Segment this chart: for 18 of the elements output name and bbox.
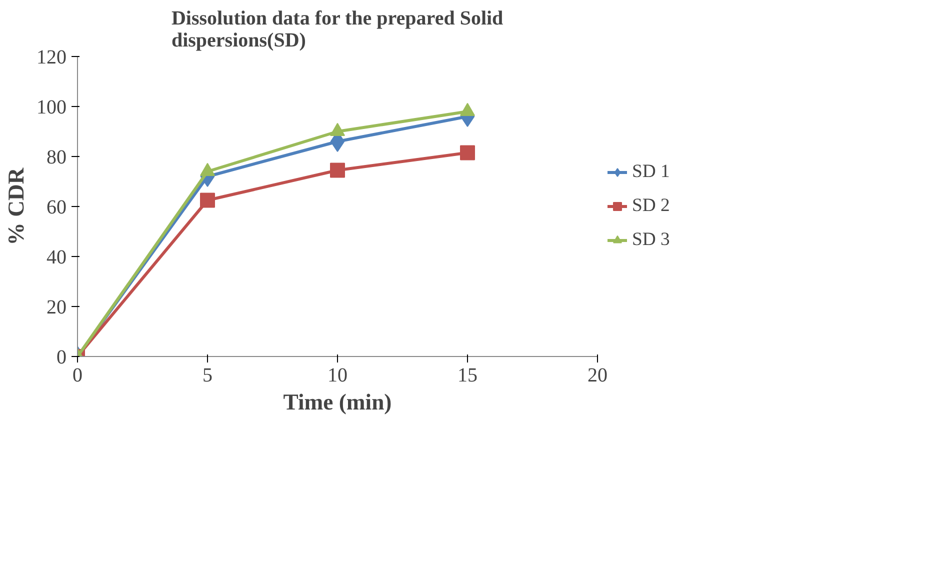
legend-label: SD 3	[632, 229, 670, 251]
y-tick-label: 60	[46, 196, 66, 218]
y-tick-label: 120	[36, 46, 66, 68]
y-tick-label: 80	[46, 146, 66, 168]
legend-label: SD 1	[632, 161, 670, 183]
y-tick-label: 0	[56, 346, 66, 368]
chart-title: Dissolution data for the prepared Solid dispersions(SD)	[171, 8, 504, 52]
legend-label: SD 2	[632, 195, 670, 217]
y-tick-label: 100	[36, 96, 66, 118]
x-tick-label: 15	[458, 364, 478, 386]
x-tick-label: 5	[202, 364, 212, 386]
x-tick-label: 20	[588, 364, 608, 386]
y-tick-label: 40	[46, 246, 66, 268]
y-tick-label: 20	[46, 296, 66, 318]
x-axis-title: Time (min)	[283, 390, 392, 414]
y-axis-title: % CDR	[4, 167, 28, 246]
x-tick-label: 0	[72, 364, 82, 386]
x-tick-label: 10	[328, 364, 348, 386]
